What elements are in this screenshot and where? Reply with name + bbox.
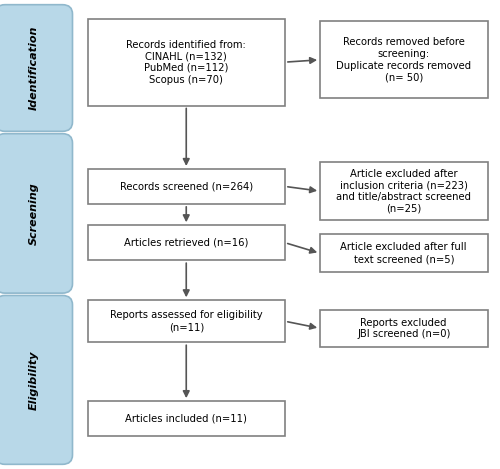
FancyBboxPatch shape xyxy=(320,21,488,98)
FancyBboxPatch shape xyxy=(88,225,285,260)
FancyBboxPatch shape xyxy=(0,5,72,131)
Text: Records screened (n=264): Records screened (n=264) xyxy=(120,182,253,191)
Text: Records identified from:
CINAHL (n=132)
PubMed (n=112)
Scopus (n=70): Records identified from: CINAHL (n=132) … xyxy=(126,40,246,84)
FancyBboxPatch shape xyxy=(88,169,285,204)
Text: Reports excluded
JBI screened (n=0): Reports excluded JBI screened (n=0) xyxy=(357,318,450,339)
FancyBboxPatch shape xyxy=(0,295,72,464)
FancyBboxPatch shape xyxy=(320,234,488,272)
Text: Article excluded after full
text screened (n=5): Article excluded after full text screene… xyxy=(340,242,467,264)
FancyBboxPatch shape xyxy=(88,300,285,342)
Text: Screening: Screening xyxy=(29,182,39,245)
FancyBboxPatch shape xyxy=(88,19,285,106)
Text: Articles retrieved (n=16): Articles retrieved (n=16) xyxy=(124,238,248,248)
FancyBboxPatch shape xyxy=(88,401,285,436)
Text: Articles included (n=11): Articles included (n=11) xyxy=(126,414,247,424)
FancyBboxPatch shape xyxy=(320,162,488,220)
Text: Identification: Identification xyxy=(28,26,39,110)
Text: Reports assessed for eligibility
(n=11): Reports assessed for eligibility (n=11) xyxy=(110,310,262,332)
Text: Eligibility: Eligibility xyxy=(29,350,39,409)
FancyBboxPatch shape xyxy=(320,310,488,347)
Text: Records removed before
screening:
Duplicate records removed
(n= 50): Records removed before screening: Duplic… xyxy=(336,38,471,82)
Text: Article excluded after
inclusion criteria (n=223)
and title/abstract screened
(n: Article excluded after inclusion criteri… xyxy=(336,169,471,213)
FancyBboxPatch shape xyxy=(0,134,72,293)
